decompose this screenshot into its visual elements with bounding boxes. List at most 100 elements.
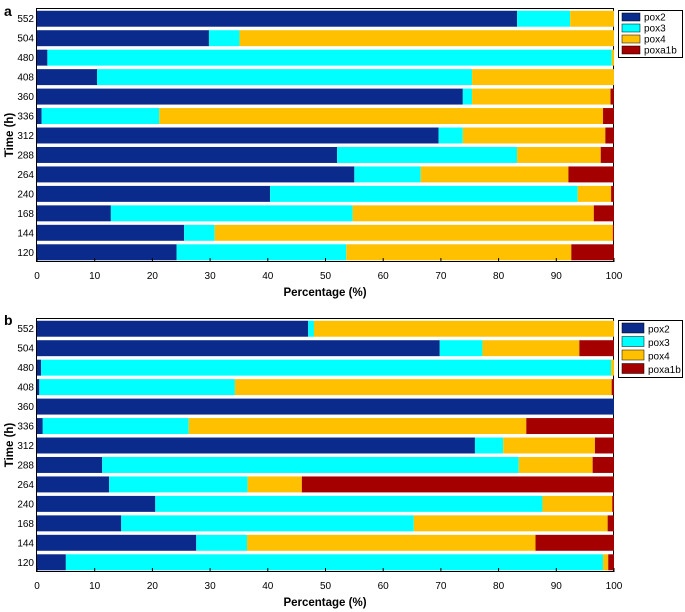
bar-336h-pox4 [188, 418, 527, 435]
legend-swatch-poxa1b [621, 363, 645, 374]
bar-504h-pox3 [439, 340, 483, 357]
bar-264h-pox2 [37, 166, 355, 183]
bar-360h-pox4 [472, 88, 611, 105]
panel-b-x-tick-labels: 0 10 20 30 40 50 60 70 80 90 100 [34, 568, 623, 592]
bar-480h-pox3 [47, 49, 612, 66]
bar-240h-pox4 [577, 185, 612, 202]
bar-168h-pox2 [37, 515, 122, 532]
bar-264h-pox3 [354, 166, 421, 183]
bar-288h-pox4 [517, 146, 601, 163]
x-tick-label-80: 80 [493, 581, 505, 592]
bar-408h-pox4 [472, 69, 614, 86]
bar-336h-poxa1b [603, 108, 614, 125]
y-tick-label-408: 408 [17, 73, 34, 84]
x-tick-label-10: 10 [89, 581, 101, 592]
legend-swatch-pox3 [621, 336, 645, 347]
y-tick-label-288: 288 [17, 150, 34, 161]
legend-swatch-pox2 [621, 322, 645, 334]
bar-288h-pox3 [102, 456, 519, 473]
legend-label-pox2: pox2 [648, 325, 670, 336]
legend-label-pox2: pox2 [644, 13, 666, 24]
bar-336h-pox3 [41, 108, 160, 125]
x-tick-label-80: 80 [493, 271, 505, 282]
x-tick-label-0: 0 [34, 271, 40, 282]
bar-168h-poxa1b [593, 205, 614, 222]
bar-288h-pox2 [37, 146, 338, 163]
x-tick-label-60: 60 [378, 581, 390, 592]
bar-168h-pox3 [121, 515, 414, 532]
panel-a-x-axis-label: Percentage (%) [283, 287, 366, 299]
y-tick-label-552: 552 [17, 324, 34, 335]
y-tick-label-312: 312 [17, 441, 34, 452]
y-tick-label-480: 480 [17, 363, 34, 374]
bar-480h-pox4 [611, 359, 614, 376]
bar-240h-poxa1b [612, 495, 614, 512]
panel-b-letter: b [4, 312, 13, 328]
panel-a-y-tick-labels: 552 504 480 408 360 336 312 288 264 240 168 144 120 [17, 14, 34, 259]
bar-408h-pox2 [37, 379, 40, 396]
bar-240h-pox2 [37, 495, 156, 512]
legend-label-pox3: pox3 [648, 338, 670, 349]
bar-144h-pox3 [196, 534, 248, 551]
bar-312h-poxa1b [594, 437, 614, 454]
panel-a-bars [37, 10, 615, 261]
bar-336h-pox3 [42, 418, 189, 435]
bar-240h-pox3 [270, 185, 578, 202]
x-tick-label-20: 20 [147, 271, 159, 282]
y-tick-label-336: 336 [17, 112, 34, 123]
bar-288h-pox2 [37, 456, 103, 473]
panel-b-y-tick-labels: 552 504 480 408 360 336 312 288 264 240 168 144 120 [17, 324, 34, 569]
bar-408h-pox4 [234, 379, 612, 396]
x-tick-label-90: 90 [551, 581, 563, 592]
bar-144h-poxa1b [535, 534, 614, 551]
panel-a: a 552 504 480 408 360 336 312 288 264 240 168 144 12… [4, 3, 683, 299]
bar-360h-poxa1b [610, 88, 614, 105]
bar-504h-pox2 [37, 30, 209, 47]
legend-swatch-pox4 [621, 349, 645, 361]
bar-312h-pox4 [462, 127, 606, 144]
bar-144h-pox2 [37, 224, 185, 241]
y-tick-label-120: 120 [17, 248, 34, 259]
y-tick-label-336: 336 [17, 422, 34, 433]
x-tick-label-20: 20 [147, 581, 159, 592]
y-tick-label-504: 504 [17, 344, 34, 355]
y-tick-label-312: 312 [17, 131, 34, 142]
bar-144h-pox4 [247, 534, 536, 551]
bar-408h-pox3 [97, 69, 473, 86]
bar-360h-pox2 [37, 88, 463, 105]
x-tick-label-40: 40 [262, 271, 274, 282]
panel-b-x-axis-label: Percentage (%) [283, 597, 366, 609]
y-tick-label-360: 360 [17, 92, 34, 103]
bar-120h-pox3 [65, 554, 604, 571]
bar-408h-pox2 [37, 69, 98, 86]
bar-120h-poxa1b [608, 554, 614, 571]
bar-336h-poxa1b [526, 418, 614, 435]
bar-504h-pox4 [482, 340, 580, 357]
panel-b-bars [37, 320, 614, 571]
bar-240h-pox2 [37, 185, 271, 202]
y-tick-label-480: 480 [17, 53, 34, 64]
y-tick-label-408: 408 [17, 383, 34, 394]
x-tick-label-10: 10 [89, 271, 101, 282]
bar-288h-pox3 [337, 146, 518, 163]
x-tick-label-0: 0 [34, 581, 40, 592]
bar-144h-pox4 [214, 224, 613, 241]
bar-552h-pox3 [308, 320, 314, 337]
bar-504h-poxa1b [579, 340, 614, 357]
x-tick-label-30: 30 [205, 271, 217, 282]
y-tick-label-264: 264 [17, 480, 34, 491]
legend-swatch-pox3 [621, 23, 641, 33]
bar-480h-pox2 [37, 49, 48, 66]
bar-336h-pox2 [37, 108, 42, 125]
panel-b-legend: pox2 pox3 pox4 poxa1b [618, 320, 683, 378]
bar-312h-pox2 [37, 127, 439, 144]
legend-label-pox3: pox3 [644, 24, 666, 35]
bar-168h-pox2 [37, 205, 111, 222]
bar-120h-pox2 [37, 244, 177, 261]
bar-120h-pox4 [346, 244, 572, 261]
bar-288h-pox4 [518, 456, 593, 473]
bar-336h-pox2 [37, 418, 43, 435]
x-tick-label-40: 40 [262, 581, 274, 592]
y-tick-label-144: 144 [17, 538, 34, 549]
